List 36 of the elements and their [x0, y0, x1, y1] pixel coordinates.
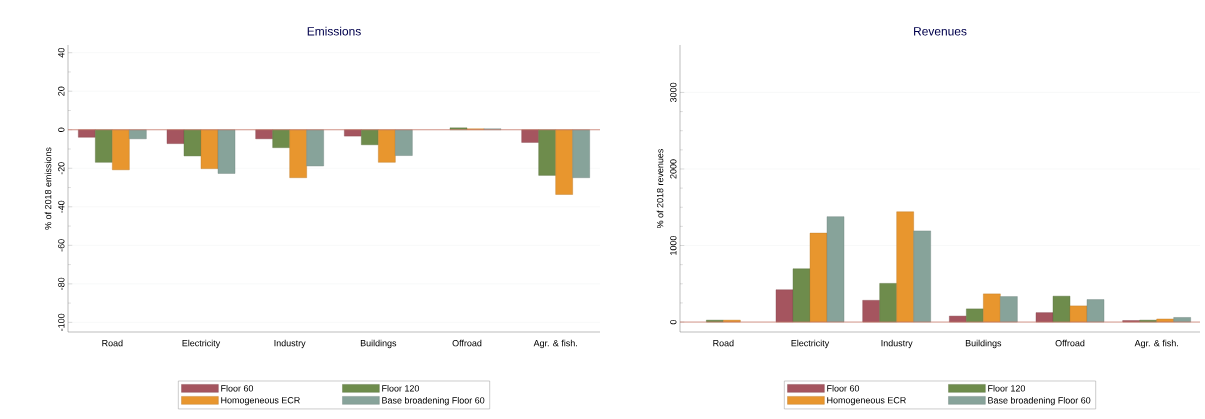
x-tick-label: Industry [274, 339, 306, 349]
legend-label: Base broadening Floor 60 [988, 396, 1091, 406]
y-tick-label: 1000 [670, 235, 677, 255]
legend-label: Homogeneous ECR [221, 397, 300, 406]
x-tick-label: Agr. & fish. [533, 339, 577, 349]
x-tick-label: Industry [881, 339, 913, 349]
chart-title: Revenues [914, 27, 967, 36]
x-tick-label: Offroad [452, 339, 482, 347]
legend-label: Floor 60 [827, 384, 860, 392]
y-tick-label: -20 [58, 162, 65, 175]
y-tick-label: -80 [58, 277, 65, 290]
y-tick-label: 0 [670, 319, 677, 325]
y-tick-label: -40 [58, 200, 65, 213]
legend-label: Floor 120 [382, 384, 420, 392]
x-tick-label: Offroad [1055, 339, 1085, 347]
y-tick-label: 3000 [670, 82, 677, 103]
legend-label: Floor 60 [221, 384, 254, 392]
chart-title: Emissions [307, 26, 361, 36]
x-tick-label: Electricity [791, 339, 830, 349]
legend-label: Homogeneous ECR [827, 397, 906, 406]
legend-label: Floor 120 [988, 384, 1026, 392]
x-tick-label: Buildings [360, 339, 397, 349]
y-tick-label: 40 [58, 48, 65, 58]
x-tick-label: Electricity [182, 339, 221, 349]
x-tick-label: Agr. & fish. [1134, 339, 1178, 349]
x-tick-label: Buildings [965, 339, 1002, 349]
legend-label: Base broadening Floor 60 [382, 396, 485, 406]
y-axis-title: % of 2018 emissions [44, 147, 52, 230]
y-tick-label: 0 [58, 127, 65, 132]
y-tick-label: -60 [58, 239, 65, 252]
x-tick-label: Road [102, 339, 123, 347]
y-tick-label: -100 [58, 313, 65, 331]
y-tick-label: 2000 [670, 159, 677, 179]
y-axis-title: % of 2018 revenues [656, 148, 664, 229]
y-tick-label: 20 [58, 86, 65, 96]
x-tick-label: Road [713, 339, 734, 347]
